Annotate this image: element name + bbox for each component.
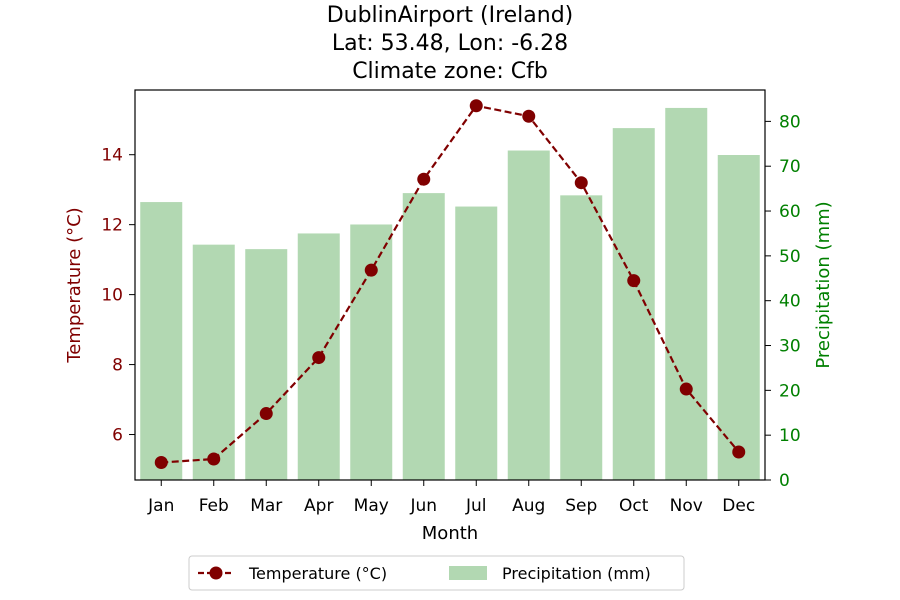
legend: Temperature (°C) Precipitation (mm) <box>188 555 685 591</box>
x-tick-label: Jun <box>409 496 437 516</box>
title-line-1: DublinAirport (Ireland) <box>327 3 574 28</box>
precipitation-bar <box>455 206 498 480</box>
x-tick-label: Oct <box>619 496 649 516</box>
title-line-3: Climate zone: Cfb <box>352 59 548 84</box>
legend-temperature-marker-icon <box>209 566 223 580</box>
left-axis-ticks: 6 8 10 12 14 <box>101 146 135 446</box>
left-tick-label: 8 <box>112 356 123 376</box>
x-tick-label: Feb <box>199 496 229 516</box>
right-tick-label: 20 <box>779 381 801 401</box>
x-tick-label: Apr <box>304 496 333 516</box>
x-tick-label: Jul <box>465 496 487 516</box>
right-tick-label: 30 <box>779 337 801 357</box>
right-tick-label: 60 <box>779 202 801 222</box>
precipitation-bar <box>612 128 655 480</box>
right-tick-label: 80 <box>779 112 801 132</box>
right-tick-label: 40 <box>779 292 801 312</box>
plot-frame <box>134 89 766 481</box>
x-tick-label: Jan <box>147 496 174 516</box>
temperature-point <box>732 445 746 459</box>
legend-precipitation-swatch-icon <box>449 566 487 580</box>
x-tick-label: Sep <box>565 496 597 516</box>
right-axis-label: Precipitation (mm) <box>813 201 834 368</box>
temperature-point <box>627 274 641 288</box>
x-tick-label: Aug <box>512 496 545 516</box>
right-tick-label: 0 <box>779 471 790 491</box>
x-tick-label: May <box>354 496 389 516</box>
chart-title: DublinAirport (Ireland) Lat: 53.48, Lon:… <box>327 3 574 84</box>
temperature-point <box>259 407 273 421</box>
legend-temperature-label: Temperature (°C) <box>248 564 387 583</box>
legend-precipitation-label: Precipitation (mm) <box>502 564 651 583</box>
right-tick-label: 10 <box>779 426 801 446</box>
right-axis-ticks: 0 10 20 30 40 50 60 70 80 <box>765 112 801 491</box>
precipitation-bars <box>140 107 760 481</box>
temperature-series-line <box>161 104 740 464</box>
temperature-point <box>312 351 326 365</box>
left-axis-label: Temperature (°C) <box>64 207 85 363</box>
precipitation-bar <box>717 155 760 480</box>
temperature-point <box>364 263 378 277</box>
legend-box <box>188 555 685 591</box>
temperature-point <box>207 452 221 466</box>
precipitation-bar <box>560 195 603 480</box>
temperature-point <box>417 172 431 186</box>
temperature-line <box>154 99 746 470</box>
x-tick-label: Nov <box>670 496 703 516</box>
right-tick-label: 50 <box>779 247 801 267</box>
title-line-2: Lat: 53.48, Lon: -6.28 <box>332 31 568 56</box>
precipitation-bar <box>245 249 288 480</box>
precipitation-bar <box>140 202 183 480</box>
temperature-point <box>469 99 483 113</box>
temperature-point <box>574 176 588 190</box>
temperature-point <box>522 109 536 123</box>
x-axis-ticks: Jan Feb Mar Apr May Jun Jul Aug Sep Oct Nov Dec <box>147 480 755 516</box>
left-tick-label: 10 <box>101 286 123 306</box>
precipitation-bar <box>507 150 550 480</box>
precipitation-bar <box>402 193 445 480</box>
x-tick-label: Dec <box>722 496 755 516</box>
precipitation-bar <box>192 244 235 480</box>
right-tick-label: 70 <box>779 157 801 177</box>
x-tick-label: Mar <box>250 496 282 516</box>
left-tick-label: 12 <box>101 216 123 236</box>
left-tick-label: 14 <box>101 146 123 166</box>
precipitation-bar <box>665 107 708 481</box>
x-axis-label: Month <box>422 523 478 544</box>
precipitation-bar <box>350 224 393 480</box>
left-tick-label: 6 <box>112 426 123 446</box>
temperature-point <box>154 456 168 470</box>
temperature-point <box>679 382 693 396</box>
